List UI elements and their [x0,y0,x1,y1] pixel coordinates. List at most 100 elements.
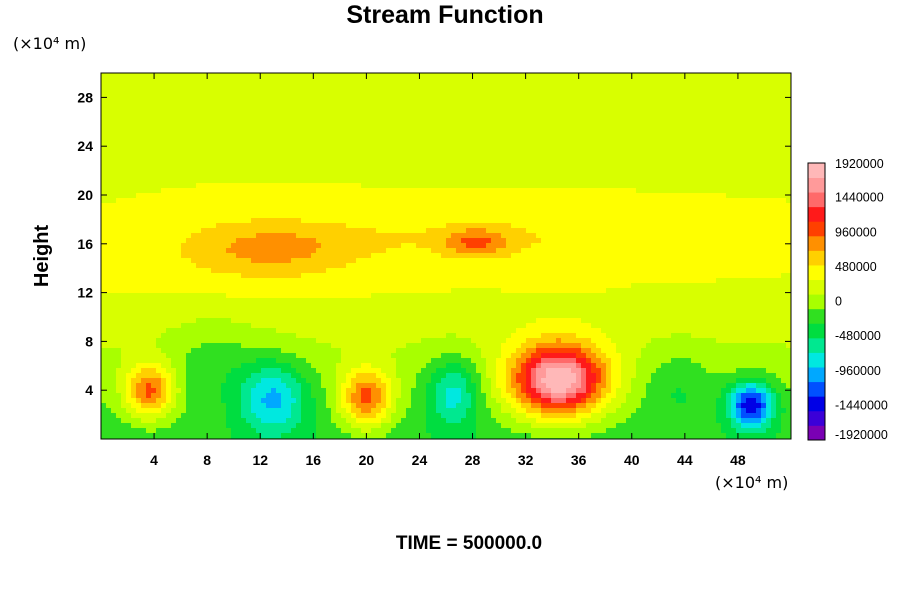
heat-cell [581,238,587,244]
heat-cell [376,83,382,89]
heat-cell [706,113,712,119]
heat-cell [486,103,492,109]
heat-cell [306,218,312,224]
heat-cell [456,248,462,254]
heat-cell [576,248,582,254]
heat-cell [116,133,122,139]
heat-cell [561,83,567,89]
heat-cell [341,133,347,139]
heat-cell [606,153,612,159]
heat-cell [496,173,502,179]
heat-cell [306,123,312,129]
heat-cell [456,168,462,174]
heat-cell [176,108,182,114]
heat-cell [176,183,182,189]
heat-cell [571,243,577,249]
heat-cell [776,118,782,124]
heat-cell [616,203,622,209]
heat-cell [461,238,467,244]
heat-cell [416,193,422,199]
heat-cell [461,213,467,219]
heat-cell [741,238,747,244]
heat-cell [136,168,142,174]
heat-cell [741,213,747,219]
heat-cell [431,223,437,229]
heat-cell [606,198,612,204]
heat-cell [621,233,627,239]
heat-cell [666,138,672,144]
heat-cell [391,213,397,219]
heat-cell [166,218,172,224]
heat-cell [241,98,247,104]
heat-cell [371,243,377,249]
heat-cell [381,153,387,159]
heat-cell [511,108,517,114]
heat-cell [731,93,737,99]
heat-cell [686,218,692,224]
heat-cell [231,193,237,199]
heat-cell [131,228,137,234]
heat-cell [521,183,527,189]
heat-cell [571,173,577,179]
heat-cell [271,228,277,234]
heat-cell [691,243,697,249]
heat-cell [201,163,207,169]
heat-cell [141,228,147,234]
heat-cell [191,133,197,139]
heat-cell [631,93,637,99]
heat-cell [731,83,737,89]
heat-cell [716,133,722,139]
heat-cell [726,203,732,209]
heat-cell [681,168,687,174]
heat-cell [511,118,517,124]
heat-cell [746,103,752,109]
heat-cell [516,148,522,154]
heat-cell [761,218,767,224]
heat-cell [246,198,252,204]
heat-cell [591,198,597,204]
heat-cell [476,188,482,194]
heat-cell [486,238,492,244]
heat-cell [341,78,347,84]
heat-cell [456,203,462,209]
heat-cell [201,123,207,129]
heat-cell [261,153,267,159]
heat-cell [641,93,647,99]
heat-cell [371,178,377,184]
heat-cell [296,88,302,94]
heat-cell [271,208,277,214]
heat-cell [636,198,642,204]
heat-cell [676,178,682,184]
heat-cell [666,103,672,109]
heat-cell [751,203,757,209]
heat-cell [601,133,607,139]
heat-cell [436,143,442,149]
heat-cell [606,133,612,139]
heat-cell [736,153,742,159]
heat-cell [186,153,192,159]
heat-cell [186,173,192,179]
heat-cell [686,173,692,179]
heat-cell [501,158,507,164]
heat-cell [421,138,427,144]
heat-cell [231,163,237,169]
heat-cell [546,133,552,139]
heat-cell [551,148,557,154]
heat-cell [426,88,432,94]
heat-cell [486,138,492,144]
heat-cell [481,168,487,174]
heat-cell [286,218,292,224]
heat-cell [246,243,252,249]
heat-cell [526,123,532,129]
heat-cell [251,123,257,129]
heat-cell [611,223,617,229]
heat-cell [226,103,232,109]
heat-cell [121,148,127,154]
heat-cell [531,118,537,124]
heat-cell [256,243,262,249]
heat-cell [126,128,132,134]
heat-cell [571,113,577,119]
heat-cell [586,163,592,169]
heat-cell [206,173,212,179]
heat-cell [751,168,757,174]
